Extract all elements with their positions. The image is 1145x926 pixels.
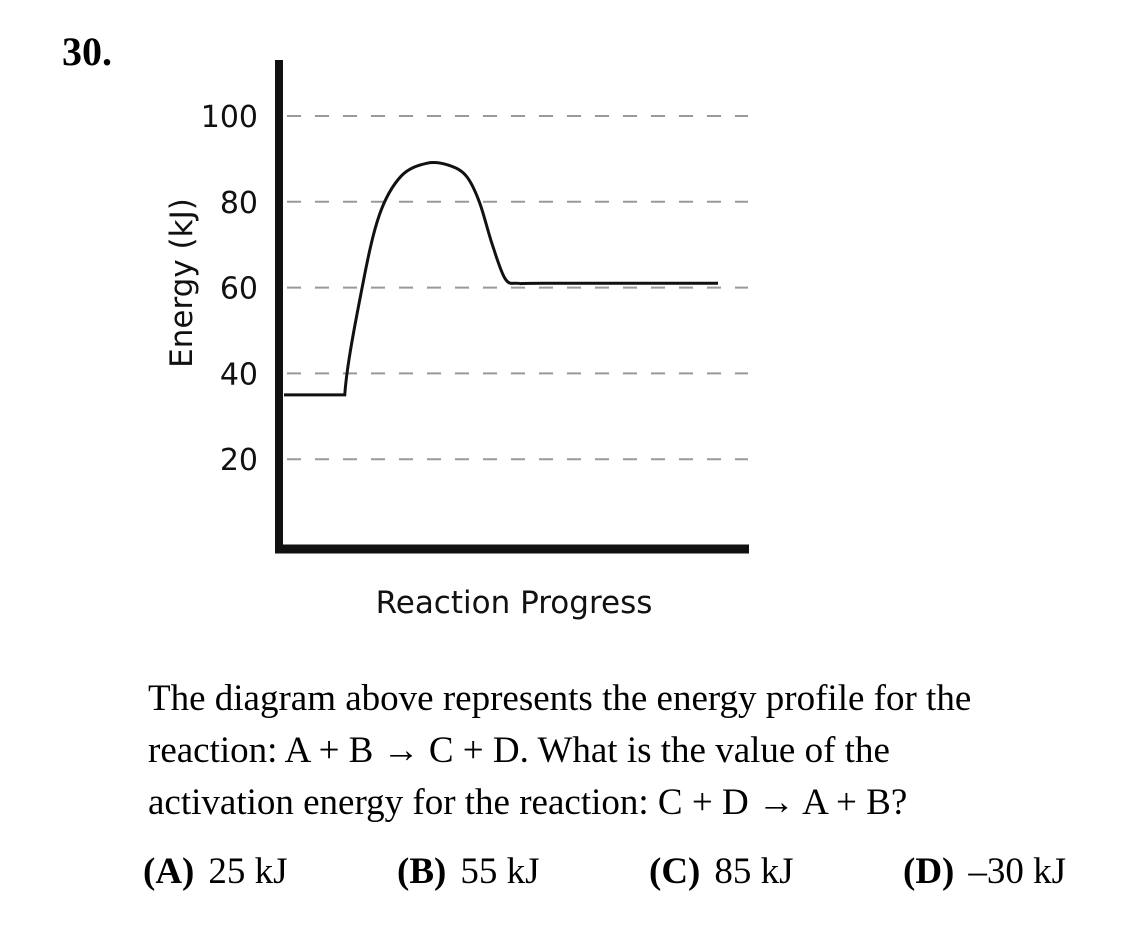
choice-c[interactable]: (C) 85 kJ [649, 850, 794, 893]
choice-d-text: –30 kJ [968, 851, 1067, 892]
choice-d[interactable]: (D) –30 kJ [903, 850, 1066, 893]
y-tick-label-40: 40 [220, 357, 258, 392]
choice-a[interactable]: (A) 25 kJ [143, 850, 288, 893]
choice-b[interactable]: (B) 55 kJ [397, 850, 539, 893]
y-tick-label-60: 60 [220, 272, 258, 307]
choice-b-letter: (B) [397, 851, 447, 892]
question-line-1: The diagram above represents the energy … [148, 678, 972, 719]
choice-a-letter: (A) [143, 851, 195, 892]
y-tick-labels: 20 40 60 80 100 [201, 100, 258, 478]
y-tick-label-80: 80 [220, 186, 258, 221]
question-line-2: reaction: A + B → C + D. What is the val… [148, 730, 890, 771]
question-number: 30. [62, 29, 112, 74]
choice-a-text: 25 kJ [208, 851, 288, 892]
energy-curve [284, 160, 718, 397]
choice-b-text: 55 kJ [460, 851, 540, 892]
question-text: The diagram above represents the energy … [148, 673, 1108, 829]
y-tick-label-20: 20 [220, 443, 258, 478]
question-line-3: activation energy for the reaction: C + … [148, 782, 908, 823]
y-tick-label-100: 100 [201, 100, 258, 135]
y-axis-label: Energy (kJ) [164, 198, 200, 368]
choice-c-letter: (C) [649, 851, 701, 892]
x-axis-label: Reaction Progress [376, 585, 653, 621]
choice-c-text: 85 kJ [714, 851, 794, 892]
choice-d-letter: (D) [903, 851, 955, 892]
energy-profile-chart: 20 40 60 80 100 Reaction Progress Energy (kJ… [164, 60, 749, 621]
gridlines [287, 115, 748, 461]
answer-choices: (A) 25 kJ (B) 55 kJ (C) 85 kJ (D) –30 kJ [143, 850, 1133, 898]
